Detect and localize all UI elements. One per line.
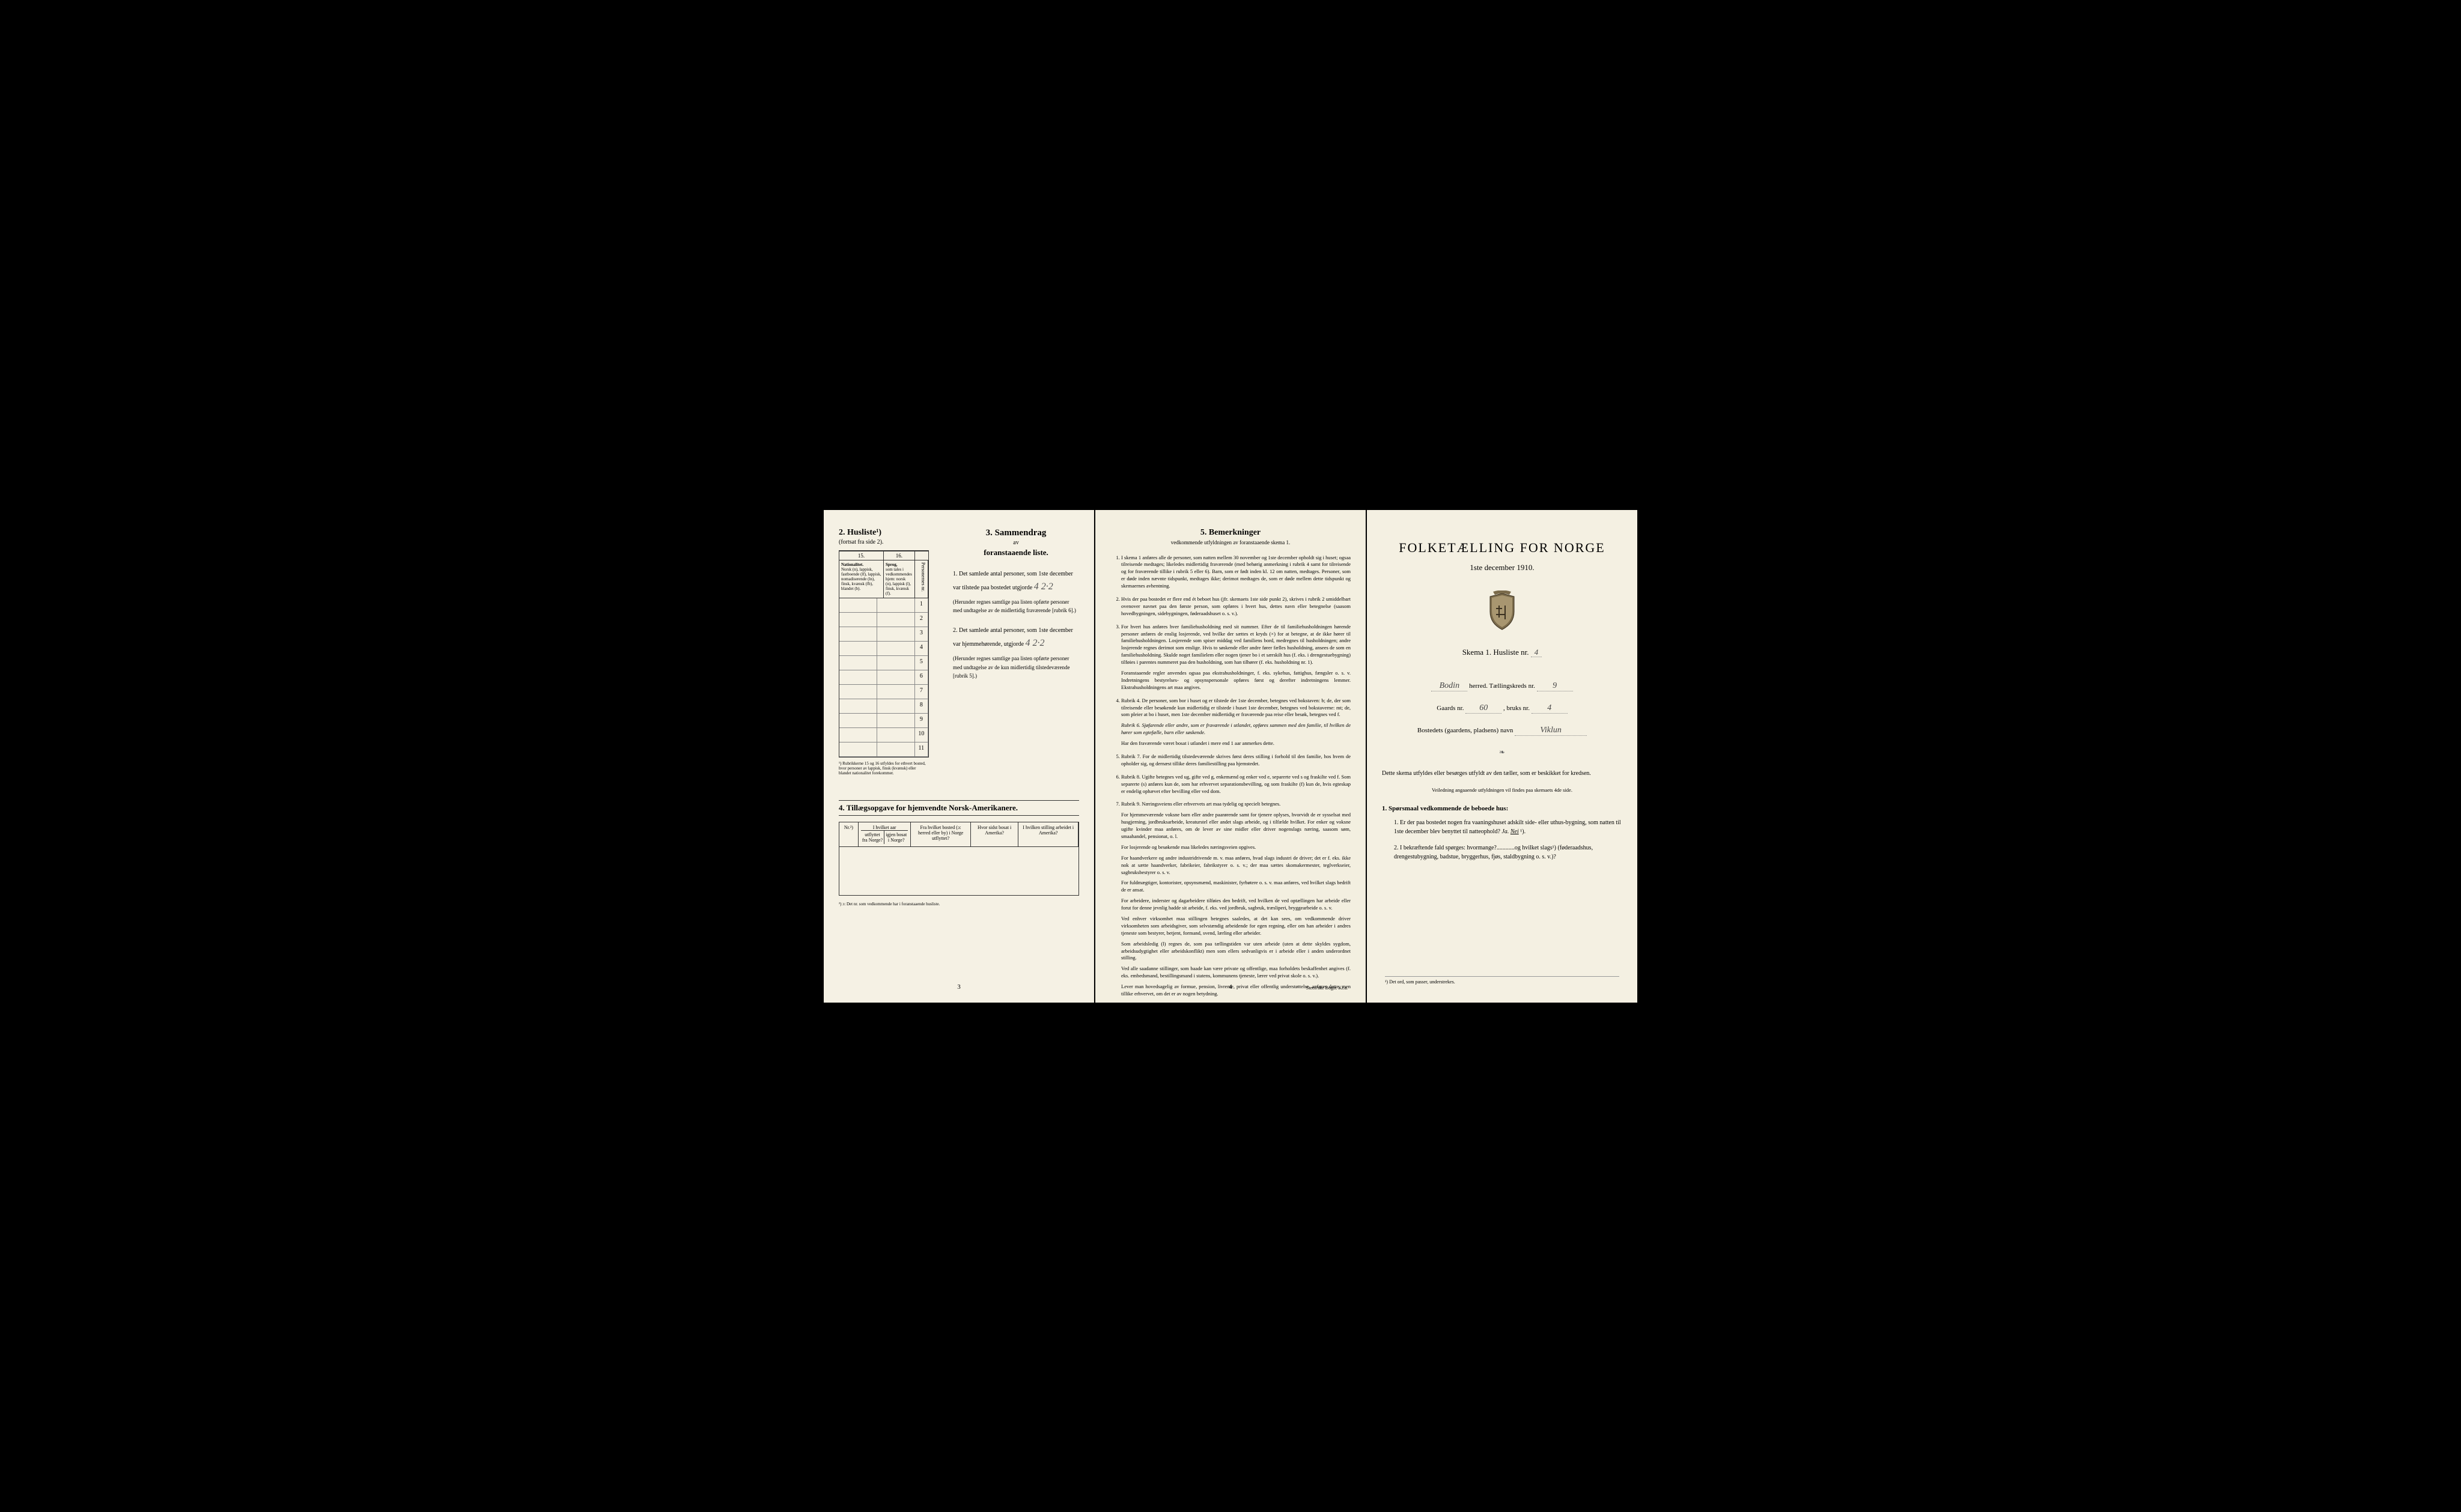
- sammendrag-item-1: 1. Det samlede antal personer, som 1ste …: [953, 569, 1079, 615]
- page-4: 5. Bemerkninger vedkommende utfyldningen…: [1095, 510, 1366, 1003]
- tillaeg-col-aar: I hvilket aar utflyttet fra Norge? igjen…: [859, 822, 911, 846]
- tillaeg-col-nr: Nr.²): [839, 822, 859, 846]
- census-date: 1ste december 1910.: [1382, 563, 1622, 572]
- herred-value: Bodin: [1431, 681, 1467, 691]
- gaards-line: Gaards nr. 60 , bruks nr. 4: [1382, 703, 1622, 714]
- bemerkning-item: Rubrik 14. Sinker og lignende aandssløve…: [1121, 1015, 1351, 1033]
- col15-label: Nationalitet.: [841, 562, 863, 567]
- husliste-subtitle: (fortsat fra side 2).: [839, 539, 929, 545]
- bemerkning-item: Rubrik 4. De personer, som bor i huset o…: [1121, 697, 1351, 747]
- bemerkning-item: Rubrik 9. Næringsveiens eller erhvervets…: [1121, 801, 1351, 1008]
- divider-icon: ❧: [1382, 748, 1622, 757]
- bruks-value: 4: [1532, 703, 1568, 714]
- census-document: 2. Husliste¹) (fortsat fra side 2). 15. …: [824, 510, 1637, 1003]
- col16-label: Sprog,: [886, 562, 898, 567]
- col-15-num: 15.: [839, 551, 884, 560]
- sporsmaal-heading: 1. Spørsmaal vedkommende de beboede hus:: [1382, 805, 1622, 812]
- tillaeg-col-bosted: Fra hvilket bosted (ɔ: herred eller by) …: [911, 822, 971, 846]
- bemerkninger-subtitle: vedkommende utfyldningen av foranstaaend…: [1110, 539, 1351, 545]
- question-1: 1. Er der paa bostedet nogen fra vaaning…: [1394, 818, 1622, 836]
- husliste-footnote: ¹) Rubrikkerne 15 og 16 utfyldes for eth…: [839, 761, 929, 776]
- husliste-table: 15. 16. Nationalitet. Norsk (n), lappisk…: [839, 550, 929, 758]
- bemerkning-item: Rubrik 7. For de midlertidig tilstedevær…: [1121, 753, 1351, 768]
- herred-line: Bodin herred. Tællingskreds nr. 9: [1382, 681, 1622, 691]
- table-row: 4: [839, 642, 928, 656]
- bemerkning-item: Rubrik 8. Ugifte betegnes ved ug, gifte …: [1121, 774, 1351, 795]
- table-row: 5: [839, 656, 928, 670]
- col15-detail: Norsk (n), lappisk, fastboende (lf), lap…: [841, 567, 881, 591]
- sammendrag-av: av: [953, 539, 1079, 546]
- sammendrag-heading: 3. Sammendrag: [953, 528, 1079, 538]
- bemerkning-item: Hvis der paa bostedet er flere end ét be…: [1121, 596, 1351, 618]
- table-row: 8: [839, 699, 928, 714]
- skema-line: Skema 1. Husliste nr. 4: [1382, 648, 1622, 657]
- tillaeg-footnote: ²) ɔ: Det nr. som vedkommende har i fora…: [839, 902, 1079, 906]
- husliste-nr: 4: [1531, 648, 1542, 657]
- instructions: Dette skema utfyldes eller besørges utfy…: [1382, 769, 1622, 778]
- table-row: 9: [839, 714, 928, 728]
- table-row: 1: [839, 598, 928, 613]
- bosted-line: Bostedets (gaardens, pladsens) navn Vikl…: [1382, 726, 1622, 736]
- bottom-footnote: ¹) Det ord, som passer, understrekes.: [1385, 976, 1619, 985]
- printer-mark: Steen'ske Bogtr. Kr.a.: [1306, 985, 1348, 991]
- page-number: 3: [824, 983, 1094, 991]
- bosted-value: Viklun: [1515, 726, 1587, 736]
- table-row: 2: [839, 613, 928, 627]
- bemerkninger-list: I skema 1 anføres alle de personer, som …: [1110, 554, 1351, 1033]
- col16-detail: som tales i vedkommendes hjem: norsk (n)…: [886, 567, 912, 596]
- gaards-value: 60: [1465, 703, 1501, 714]
- hjemmehoerende-value: 4 2·2: [1026, 638, 1045, 648]
- tilstede-value: 4 2·2: [1034, 581, 1053, 592]
- tillaeg-table: Nr.²) I hvilket aar utflyttet fra Norge?…: [839, 822, 1079, 896]
- table-row: 11: [839, 742, 928, 757]
- coat-of-arms-icon: [1484, 591, 1520, 633]
- table-row: 10: [839, 728, 928, 742]
- tillaeg-section: 4. Tillægsopgave for hjemvendte Norsk-Am…: [839, 800, 1079, 906]
- tillaeg-col-amerika: Hvor sidst bosat i Amerika?: [971, 822, 1019, 846]
- col-person-nr: Personernes nr.: [915, 560, 928, 598]
- title-page: FOLKETÆLLING FOR NORGE 1ste december 191…: [1367, 510, 1637, 1003]
- bemerkning-item: I skema 1 anføres alle de personer, som …: [1121, 554, 1351, 590]
- kreds-value: 9: [1537, 681, 1573, 691]
- table-row: 7: [839, 685, 928, 699]
- sammendrag-subtitle: foranstaaende liste.: [953, 548, 1079, 557]
- sammendrag-item-2: 2. Det samlede antal personer, som 1ste …: [953, 626, 1079, 681]
- husliste-title: 2. Husliste¹): [839, 528, 929, 538]
- page-3: 2. Husliste¹) (fortsat fra side 2). 15. …: [824, 510, 1094, 1003]
- husliste-rows: 1 2 3 4 5 6 7 8 9 10 11: [839, 598, 928, 757]
- tillaeg-col-stilling: I hvilken stilling arbeidet i Amerika?: [1018, 822, 1078, 846]
- tillaeg-heading: 4. Tillægsopgave for hjemvendte Norsk-Am…: [839, 800, 1079, 816]
- document-title: FOLKETÆLLING FOR NORGE: [1382, 540, 1622, 556]
- table-row: 3: [839, 627, 928, 642]
- question-2: 2. I bekræftende fald spørges: hvormange…: [1394, 843, 1622, 861]
- bemerkning-item: For hvert hus anføres hver familiehushol…: [1121, 624, 1351, 691]
- instructions-sub: Veiledning angaaende utfyldningen vil fi…: [1382, 787, 1622, 793]
- bemerkninger-title: 5. Bemerkninger: [1110, 528, 1351, 538]
- table-row: 6: [839, 670, 928, 685]
- answer-nei: Nei: [1510, 828, 1519, 835]
- col-16-num: 16.: [884, 551, 915, 560]
